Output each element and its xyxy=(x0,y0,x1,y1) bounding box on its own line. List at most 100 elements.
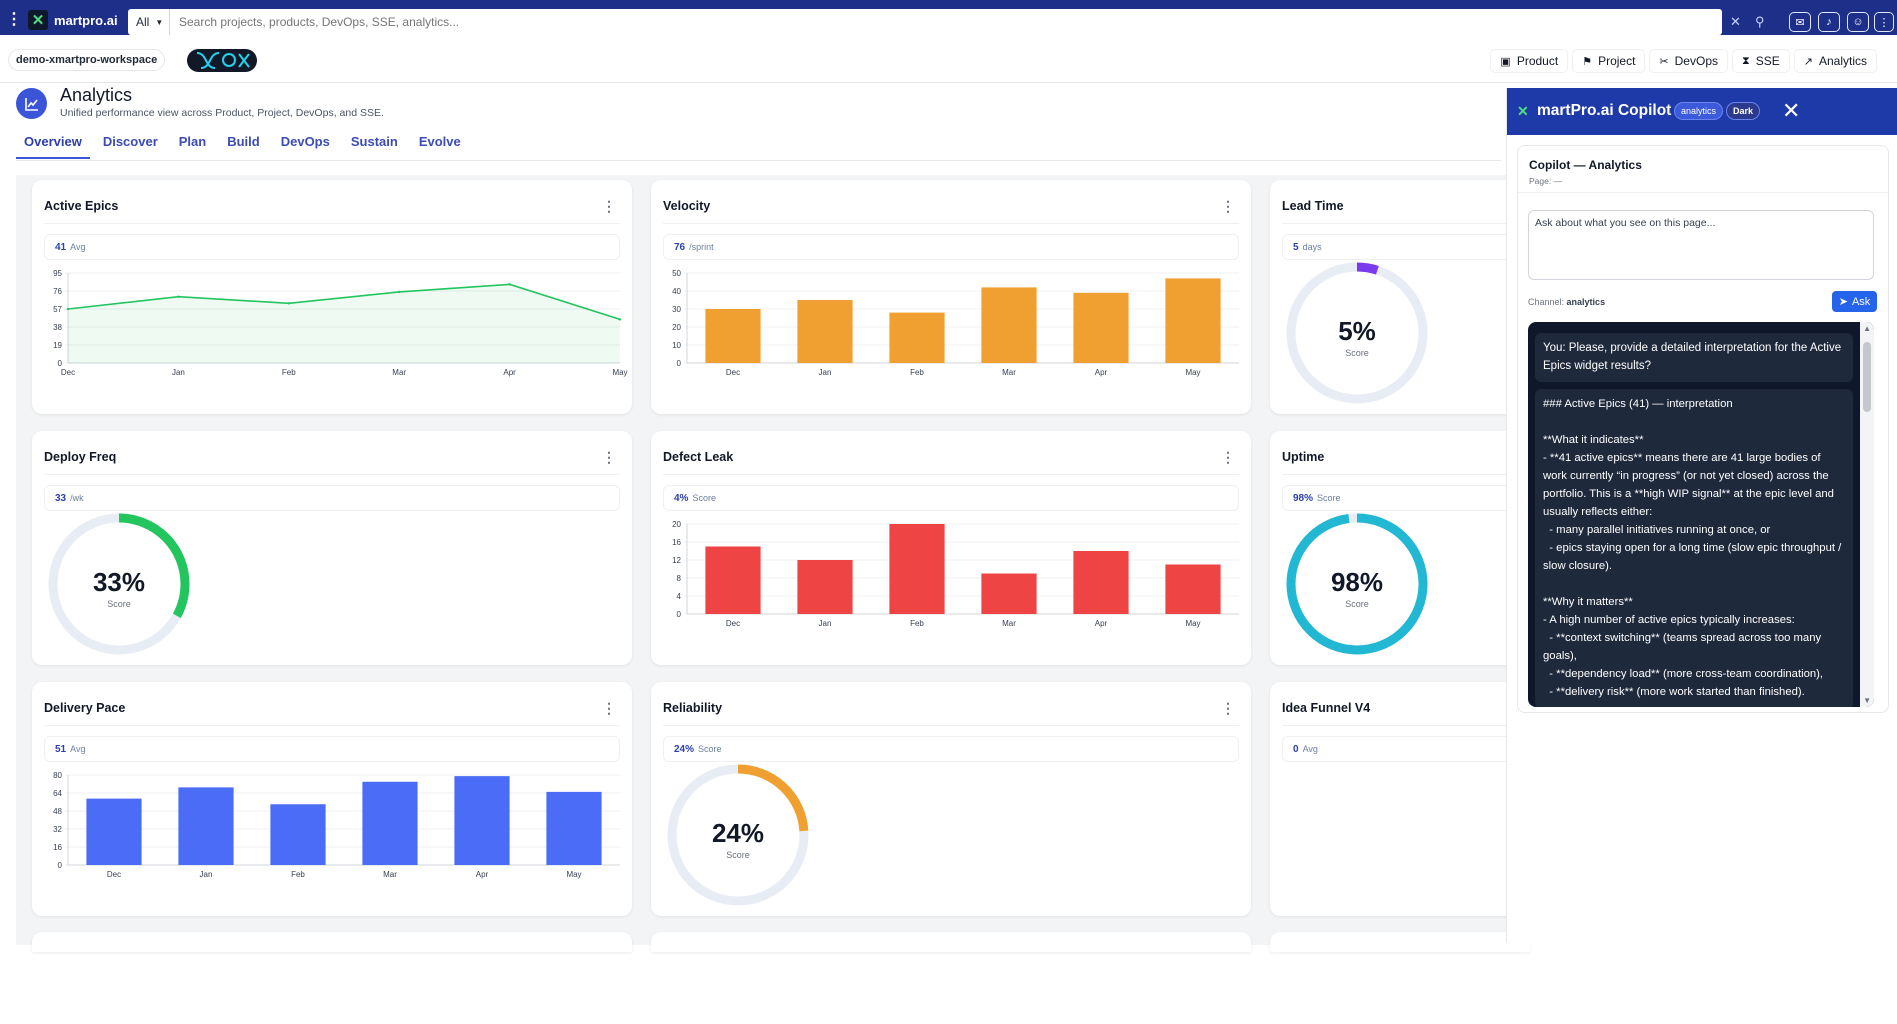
workspace-bar: demo-xmartpro-workspace ▣ Product ⚑ Projec… xyxy=(0,35,1897,83)
x-tick-label: Mar xyxy=(1002,619,1016,628)
kebab-menu-icon[interactable]: ⋮ xyxy=(1221,700,1235,716)
nav-label: SSE xyxy=(1755,54,1780,68)
bar xyxy=(86,798,142,865)
nav-product[interactable]: ▣ Product xyxy=(1490,49,1569,73)
y-tick-label: 8 xyxy=(677,574,682,583)
kpi-value: 24% xyxy=(674,744,695,755)
widget-title: Deploy Freq xyxy=(44,450,117,464)
velocity-chart: 0 10 20 30 40 50 Dec Jan Feb Mar Apr May xyxy=(651,265,1251,410)
y-tick-label: 32 xyxy=(53,825,62,834)
divider xyxy=(1282,474,1518,475)
y-tick-label: 48 xyxy=(53,807,62,816)
y-tick-label: 50 xyxy=(672,269,681,278)
divider xyxy=(44,725,620,726)
kebab-menu-icon[interactable]: ⋮ xyxy=(1221,198,1235,214)
tab-overview[interactable]: Overview xyxy=(16,134,90,159)
data-point xyxy=(177,295,180,298)
bar xyxy=(362,781,418,865)
bell-icon[interactable]: ♪ xyxy=(1818,12,1840,32)
donut-svg xyxy=(667,764,809,906)
divider xyxy=(1282,223,1518,224)
nav-analytics[interactable]: ↗ Analytics xyxy=(1793,49,1877,73)
more-icon[interactable]: ⋮ xyxy=(1874,12,1894,32)
y-tick-label: 95 xyxy=(53,269,62,278)
tab-evolve[interactable]: Evolve xyxy=(418,134,461,149)
kebab-menu-icon[interactable]: ⋮ xyxy=(602,449,616,465)
widget-title: Defect Leak xyxy=(663,450,734,464)
search-input[interactable] xyxy=(170,9,1722,35)
copilot-card-title: Copilot — Analytics xyxy=(1529,158,1642,172)
tab-build[interactable]: Build xyxy=(227,134,260,149)
widget-title: Velocity xyxy=(663,199,711,213)
menu-icon[interactable]: ⋮ xyxy=(6,11,22,28)
analytics-icon xyxy=(16,88,47,119)
copilot-question-input[interactable] xyxy=(1528,210,1874,280)
reliability-donut: 24% Score xyxy=(663,760,813,910)
workspace-chip[interactable]: demo-xmartpro-workspace xyxy=(8,49,166,71)
scroll-up-icon[interactable]: ▲ xyxy=(1863,324,1871,333)
chart-svg: 0 19 38 57 76 95 Dec Jan Feb Mar Apr May xyxy=(53,269,627,377)
brand[interactable]: ✕ martpro.ai xyxy=(28,10,118,30)
y-tick-label: 40 xyxy=(672,287,681,296)
tab-discover[interactable]: Discover xyxy=(102,134,158,149)
x-tick-label: Dec xyxy=(107,870,121,879)
nav-label: Project xyxy=(1598,54,1636,68)
search-icon[interactable]: ⚲ xyxy=(1755,14,1765,29)
chat-scrollbar[interactable]: ▲ ▼ xyxy=(1860,322,1874,707)
page-title: Analytics xyxy=(60,85,133,105)
chart-svg: 0 4 8 12 16 20 Dec Jan Feb Mar Apr May xyxy=(672,520,1239,628)
y-tick-label: 12 xyxy=(672,556,681,565)
widget-velocity: Velocity ⋮ 76/sprint 0 10 20 30 40 50 Dec Jan Fe… xyxy=(651,180,1251,414)
tab-devops[interactable]: DevOps xyxy=(280,134,330,149)
kpi-badge: 51 Avg xyxy=(44,736,620,762)
clear-icon[interactable]: ✕ xyxy=(1730,14,1741,29)
x-tick-label: Jan xyxy=(172,368,185,377)
donut-svg xyxy=(1286,262,1428,404)
nav-sse[interactable]: ⧗ SSE xyxy=(1732,49,1790,73)
data-point xyxy=(66,307,70,311)
widget-partial xyxy=(32,932,632,952)
search-scope-select[interactable]: All ▼ xyxy=(128,9,170,35)
divider xyxy=(663,223,1239,224)
widget-delivery-pace: Delivery Pace ⋮ 51 Avg 0 16 32 48 64 80 Dec Jan F… xyxy=(32,682,632,916)
bar xyxy=(1165,564,1221,614)
x-tick-label: May xyxy=(612,368,627,377)
ask-button[interactable]: ➤ Ask xyxy=(1832,291,1877,312)
kebab-menu-icon[interactable]: ⋮ xyxy=(602,198,616,214)
scroll-down-icon[interactable]: ▼ xyxy=(1863,696,1871,705)
y-tick-label: 10 xyxy=(672,341,681,350)
nav-devops[interactable]: ✂ DevOps xyxy=(1649,49,1728,73)
mail-icon[interactable]: ✉ xyxy=(1789,12,1811,32)
x-tick-label: Feb xyxy=(291,870,305,879)
user-icon[interactable]: ☺ xyxy=(1847,12,1869,32)
kpi-value: 98% xyxy=(1293,493,1314,504)
kpi-unit: Avg xyxy=(1302,744,1318,754)
widget-uptime: Uptime 98% Score 98% Score xyxy=(1270,431,1530,665)
copilot-page-label: Page: — xyxy=(1529,176,1563,186)
page-subtitle: Unified performance view across Product,… xyxy=(60,107,384,119)
kpi-value: 0 xyxy=(1293,744,1299,755)
close-icon[interactable]: ✕ xyxy=(1782,98,1801,123)
assistant-message: ### Active Epics (41) — interpretation *… xyxy=(1535,389,1853,707)
nav-label: DevOps xyxy=(1674,54,1718,68)
tab-sustain[interactable]: Sustain xyxy=(350,134,398,149)
kebab-menu-icon[interactable]: ⋮ xyxy=(1221,449,1235,465)
context-badge: analytics xyxy=(1674,102,1724,120)
kebab-menu-icon[interactable]: ⋮ xyxy=(602,700,616,716)
bar xyxy=(546,791,602,865)
x-tick-label: Mar xyxy=(392,368,406,377)
chat-log[interactable]: You: Please, provide a detailed interpre… xyxy=(1528,322,1874,707)
nav-label: Product xyxy=(1516,54,1559,68)
top-bar: ⋮ ✕ martpro.ai All ▼ ✕ ⚲ ✉ ♪ ☺ ⋮ xyxy=(0,0,1897,35)
tab-plan[interactable]: Plan xyxy=(178,134,207,149)
donut-label: Score xyxy=(107,599,131,609)
theme-toggle[interactable]: Dark xyxy=(1726,102,1761,120)
widget-active-epics: Active Epics ⋮ 41 Avg 0 19 38 57 76 95 Dec Jan Fe… xyxy=(32,180,632,414)
nav-project[interactable]: ⚑ Project xyxy=(1572,49,1646,73)
area-fill xyxy=(68,284,620,363)
kpi-value: 51 xyxy=(55,744,67,755)
delivery-pace-chart: 0 16 32 48 64 80 Dec Jan Feb Mar Apr May xyxy=(32,767,632,912)
divider xyxy=(44,223,620,224)
scroll-thumb[interactable] xyxy=(1863,342,1871,412)
widget-title: Active Epics xyxy=(44,199,119,213)
